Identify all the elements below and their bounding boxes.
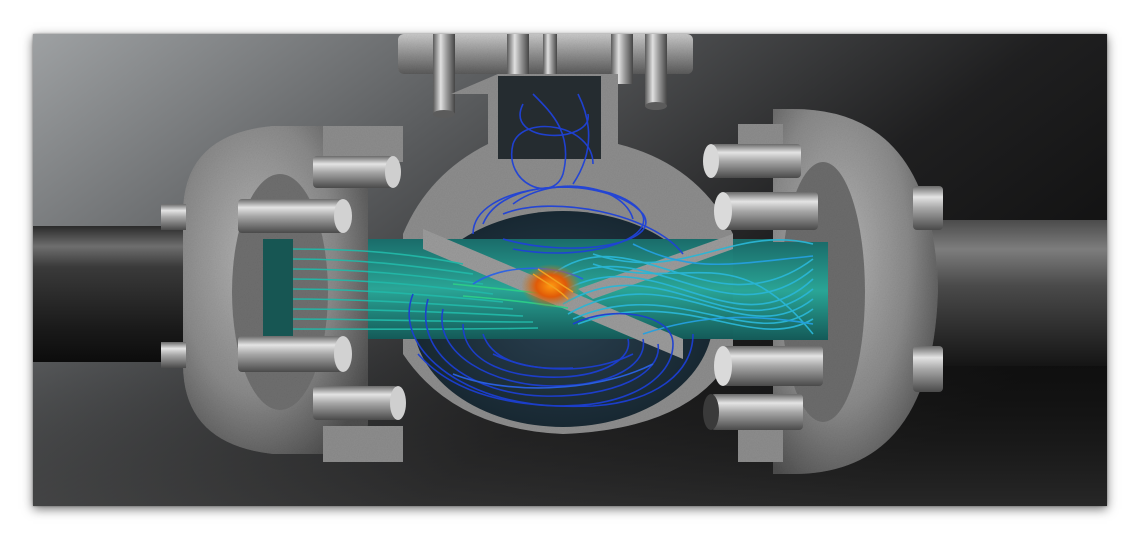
bonnet-bolt: [645, 34, 667, 106]
flange-bolt: [161, 342, 186, 368]
valve-cutaway-render: [33, 34, 1107, 506]
flange-bolt: [723, 192, 818, 230]
flange-bolt: [723, 346, 823, 386]
outlet-pipe: [913, 220, 1107, 366]
bonnet-bolt: [433, 34, 455, 114]
flange-bolt: [238, 336, 343, 372]
bonnet-bolt: [507, 34, 529, 76]
flange-bolt: [913, 346, 943, 392]
flange-bolt: [711, 144, 801, 178]
flange-bolt: [313, 156, 393, 188]
outlet-flange-bolts: [703, 144, 943, 430]
flange-bolt: [238, 199, 343, 233]
flange-bolt: [313, 386, 398, 420]
inlet-pipe: [33, 226, 183, 362]
bonnet-bolt: [611, 34, 633, 84]
valve-body: [278, 74, 823, 434]
flange-bolt: [913, 186, 943, 230]
inlet-flange-bolts: [161, 156, 406, 420]
flange-bolt: [161, 204, 186, 230]
bonnet: [398, 34, 693, 174]
flow-streamlines: [292, 93, 814, 408]
simulation-render-frame: [33, 34, 1107, 506]
flange-bolt: [711, 394, 803, 430]
